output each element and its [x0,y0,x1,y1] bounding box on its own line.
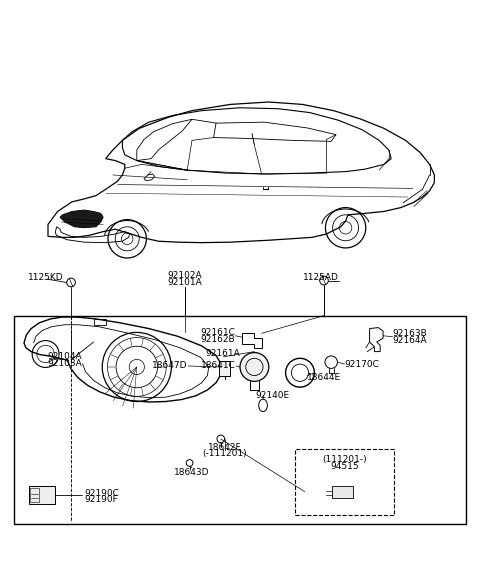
Text: 92103A: 92103A [48,359,82,368]
Bar [332,486,352,499]
Text: 92170C: 92170C [345,360,380,369]
Text: 92190C: 92190C [84,489,119,497]
Text: 18643D: 18643D [174,468,210,477]
Text: 1125AD: 1125AD [303,273,339,282]
Bar [219,361,230,376]
Text: (-111201): (-111201) [203,449,247,458]
Text: 18647D: 18647D [152,362,187,370]
Text: (111201-): (111201-) [322,455,367,463]
Polygon shape [60,210,103,228]
Text: 92140E: 92140E [255,391,290,400]
Text: 92162B: 92162B [201,335,235,343]
Text: 92163B: 92163B [393,329,427,338]
Text: 18644E: 18644E [307,373,341,383]
Text: 92190F: 92190F [84,496,118,505]
Bar [29,486,55,505]
Text: 92164A: 92164A [393,336,427,345]
Text: 92104A: 92104A [48,352,82,361]
Text: 92161A: 92161A [206,349,240,358]
Text: 18641C: 18641C [201,362,236,370]
Text: 18642F: 18642F [208,443,241,452]
Text: 94515: 94515 [330,462,359,472]
Circle shape [240,353,269,382]
Bar [30,488,39,502]
Text: 92102A: 92102A [168,271,202,280]
Bar [295,449,394,515]
Text: 92101A: 92101A [168,278,202,287]
Text: 1125KD: 1125KD [28,273,63,282]
Bar [14,316,466,524]
Bar [94,319,106,325]
Text: 92161C: 92161C [200,328,235,337]
